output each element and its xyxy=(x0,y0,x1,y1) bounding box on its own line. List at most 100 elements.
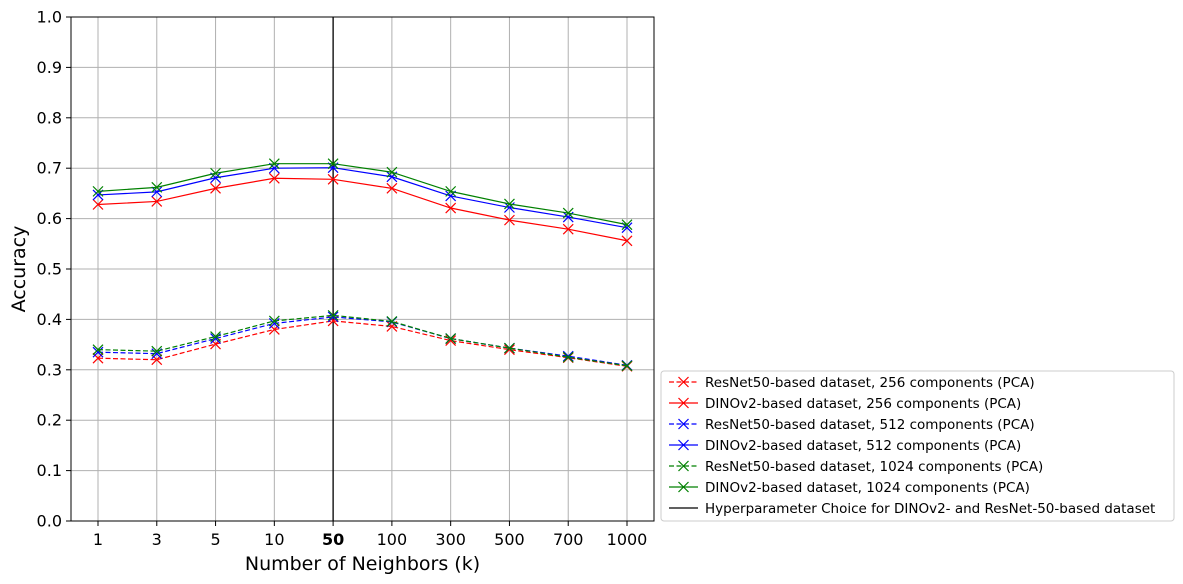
series-line xyxy=(97,316,628,366)
x-tick-label: 10 xyxy=(264,530,284,549)
marker-stroke xyxy=(678,481,689,493)
marker-stroke xyxy=(504,214,515,226)
data-point xyxy=(92,344,104,356)
data-point xyxy=(151,186,163,198)
data-point xyxy=(268,315,280,327)
marker-stroke xyxy=(268,315,280,327)
data-point xyxy=(504,198,515,210)
y-tick-label: 0.7 xyxy=(37,159,62,178)
data-point xyxy=(504,214,515,226)
marker-stroke xyxy=(151,186,163,198)
marker-stroke xyxy=(210,167,221,179)
marker-stroke xyxy=(151,181,163,193)
marker-stroke xyxy=(268,162,280,174)
legend-entry: ResNet50-based dataset, 512 components (… xyxy=(669,417,1035,433)
series-line xyxy=(97,314,628,367)
data-point xyxy=(445,202,457,214)
data-point xyxy=(151,181,163,193)
y-tick-label: 0.4 xyxy=(37,310,62,329)
marker-stroke xyxy=(386,182,398,194)
data-point xyxy=(92,199,104,210)
legend-label: DINOv2-based dataset, 1024 components (P… xyxy=(705,480,1030,496)
marker-stroke xyxy=(327,158,339,170)
data-point xyxy=(151,345,163,357)
marker-stroke xyxy=(621,219,633,231)
series-line xyxy=(97,320,628,367)
y-tick-label: 0.3 xyxy=(37,360,62,379)
legend-label: DINOv2-based dataset, 256 components (PC… xyxy=(705,396,1021,412)
y-tick-label: 0.6 xyxy=(37,209,62,228)
marker-stroke xyxy=(151,196,163,207)
marker-stroke xyxy=(210,338,221,350)
legend-marker xyxy=(678,460,689,472)
marker-stroke xyxy=(327,309,339,321)
marker-stroke xyxy=(268,172,280,184)
data-point xyxy=(445,185,457,197)
marker-stroke xyxy=(210,182,221,194)
marker-stroke xyxy=(151,345,163,357)
marker-stroke xyxy=(678,397,689,409)
marker-stroke xyxy=(562,223,574,235)
data-point xyxy=(210,182,221,194)
axis-ticks: 1 3 5 10 50 100 300 500 700 1000 0.0 0.1 0.2 0.3 0.4 0.… xyxy=(37,8,648,550)
marker-stroke xyxy=(562,207,574,219)
y-tick-label: 1.0 xyxy=(37,8,62,27)
data-point xyxy=(445,333,457,344)
marker-stroke xyxy=(268,158,280,170)
marker-stroke xyxy=(327,311,339,323)
x-axis-title: Number of Neighbors (k) xyxy=(245,553,480,575)
legend-label: DINOv2-based dataset, 512 components (PC… xyxy=(705,438,1021,454)
marker-stroke xyxy=(445,185,457,197)
marker-stroke xyxy=(445,333,457,344)
y-tick-label: 0.5 xyxy=(37,260,62,279)
data-point xyxy=(327,158,339,170)
data-point xyxy=(92,185,104,197)
x-tick-label: 3 xyxy=(152,530,162,549)
legend-label: ResNet50-based dataset, 256 components (… xyxy=(705,375,1035,391)
legend-entry: ResNet50-based dataset, 256 components (… xyxy=(669,375,1035,391)
series-3 xyxy=(92,311,633,371)
marker-stroke xyxy=(504,342,515,354)
marker-stroke xyxy=(621,360,633,372)
marker-stroke xyxy=(92,344,104,356)
x-tick-label: 50 xyxy=(322,530,344,549)
data-point xyxy=(562,351,574,363)
data-point xyxy=(327,311,339,323)
grid xyxy=(71,16,654,522)
marker-stroke xyxy=(678,460,689,472)
data-point xyxy=(504,342,515,354)
marker-stroke xyxy=(504,198,515,210)
marker-stroke xyxy=(621,222,633,234)
legend-box xyxy=(660,370,1175,522)
data-point xyxy=(386,182,398,194)
data-point xyxy=(386,315,398,327)
legend-entry: DINOv2-based dataset, 256 components (PC… xyxy=(669,396,1021,412)
legend-label: Hyperparameter Choice for DINOv2- and Re… xyxy=(705,501,1155,517)
marker-stroke xyxy=(504,344,515,356)
series-line xyxy=(97,177,628,242)
y-tick-label: 0.2 xyxy=(37,411,62,430)
series-6 xyxy=(92,158,633,231)
data-point xyxy=(327,173,339,185)
y-tick-label: 0.8 xyxy=(37,108,62,127)
marker-stroke xyxy=(210,331,221,342)
marker-stroke xyxy=(445,202,457,214)
legend-marker xyxy=(678,439,689,451)
marker-stroke xyxy=(562,351,574,363)
data-point xyxy=(268,162,280,174)
x-tick-label: 1 xyxy=(93,530,103,549)
series-line xyxy=(97,163,628,226)
marker-stroke xyxy=(562,350,574,362)
marker-stroke xyxy=(386,315,398,327)
series-2 xyxy=(92,172,633,247)
x-tick-label: 700 xyxy=(553,530,584,549)
data-point xyxy=(268,172,280,184)
marker-stroke xyxy=(678,439,689,451)
series-4 xyxy=(92,162,633,234)
data-point xyxy=(92,346,104,358)
marker-stroke xyxy=(92,346,104,358)
data-point xyxy=(151,196,163,207)
legend-entry: DINOv2-based dataset, 512 components (PC… xyxy=(669,438,1021,454)
legend-label: ResNet50-based dataset, 512 components (… xyxy=(705,417,1035,433)
marker-stroke xyxy=(92,199,104,210)
